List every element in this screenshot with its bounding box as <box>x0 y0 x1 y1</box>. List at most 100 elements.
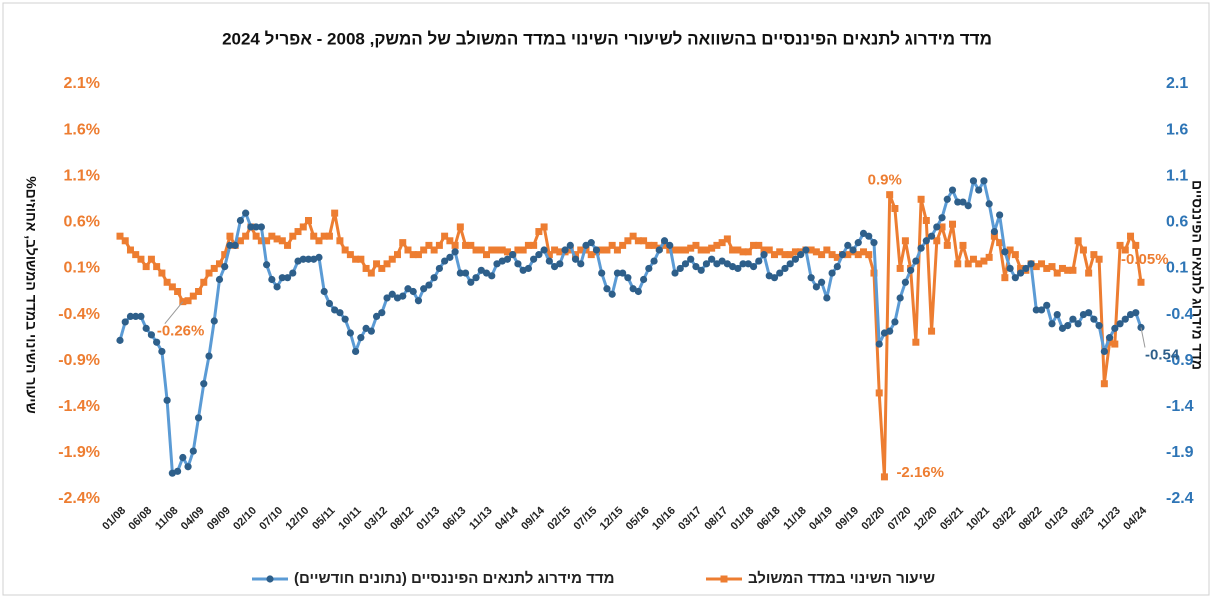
y-tick-label: -2.4% <box>58 490 100 507</box>
data-point <box>943 195 951 203</box>
data-point <box>807 274 815 282</box>
data-point <box>472 246 480 254</box>
y-tick-label: 1.1% <box>64 167 100 184</box>
data-point <box>1053 269 1061 277</box>
data-point <box>1111 340 1119 348</box>
data-point <box>566 246 574 254</box>
data-point <box>535 251 543 259</box>
data-point <box>949 220 957 228</box>
data-point <box>383 260 391 268</box>
data-point <box>456 269 464 277</box>
data-point <box>776 248 784 256</box>
data-point <box>236 237 244 245</box>
data-point <box>1100 347 1108 356</box>
y-axis-title: שיעור השינוי במדד המשולב, אחוזים% <box>23 176 39 414</box>
data-point <box>734 246 742 254</box>
y2-tick-label: -1.4 <box>1166 398 1194 415</box>
data-point <box>545 251 553 259</box>
data-point <box>964 260 972 268</box>
data-point <box>399 239 407 247</box>
data-point <box>394 251 402 259</box>
data-point <box>975 186 983 194</box>
data-point <box>1001 274 1009 282</box>
data-point <box>263 261 271 269</box>
data-point <box>1132 241 1140 249</box>
data-point <box>891 318 899 326</box>
data-point <box>592 246 601 254</box>
data-point <box>687 255 695 263</box>
data-point <box>1116 320 1124 328</box>
data-point <box>325 299 334 308</box>
data-point <box>823 294 831 302</box>
data-point <box>948 186 957 194</box>
data-point <box>802 246 810 254</box>
data-point <box>692 241 700 249</box>
data-point <box>1043 301 1051 309</box>
data-point <box>980 177 988 185</box>
data-point <box>173 467 182 475</box>
data-point <box>524 241 532 249</box>
data-point <box>304 255 313 263</box>
data-point <box>619 241 627 249</box>
data-point <box>1100 380 1108 388</box>
data-point <box>451 248 459 256</box>
data-point <box>749 263 758 271</box>
data-point <box>289 232 297 240</box>
data-point <box>315 253 323 261</box>
data-point <box>859 248 867 256</box>
data-point <box>938 214 946 222</box>
data-point <box>320 287 328 296</box>
data-point <box>252 232 260 240</box>
data-label: -0.05% <box>1121 251 1169 268</box>
data-point <box>655 246 663 254</box>
data-point <box>231 241 239 249</box>
data-point <box>519 246 527 254</box>
data-point <box>828 251 836 259</box>
data-point <box>1085 269 1093 277</box>
data-point <box>179 453 187 462</box>
data-point <box>734 264 742 273</box>
data-point <box>708 255 716 263</box>
data-point <box>341 246 349 254</box>
data-point <box>462 241 470 249</box>
data-point <box>268 275 276 284</box>
data-point <box>1090 251 1098 259</box>
data-point <box>702 246 710 254</box>
data-point <box>671 246 679 254</box>
data-point <box>153 263 161 271</box>
data-point <box>126 246 134 254</box>
data-point <box>556 260 564 268</box>
data-point <box>645 241 653 249</box>
data-point <box>446 253 454 261</box>
data-point <box>373 260 381 268</box>
y2-tick-label: 2.1 <box>1166 75 1188 92</box>
data-point <box>441 232 449 240</box>
data-point <box>247 223 255 231</box>
data-point <box>194 414 203 422</box>
data-point <box>299 223 307 231</box>
data-point <box>435 241 443 249</box>
data-point <box>1121 246 1129 254</box>
data-point <box>886 191 894 199</box>
data-point <box>483 251 491 259</box>
data-point <box>367 327 375 335</box>
leader-line <box>1140 327 1146 348</box>
data-point <box>252 223 260 231</box>
data-point <box>807 246 815 254</box>
data-point <box>624 237 632 245</box>
data-point <box>865 232 873 240</box>
data-point <box>388 290 396 298</box>
y-tick-label: 1.6% <box>64 121 100 138</box>
data-point <box>996 211 1004 219</box>
data-point <box>1011 251 1019 259</box>
data-point <box>828 269 836 277</box>
data-point <box>283 274 292 282</box>
data-point <box>503 248 511 256</box>
data-point <box>786 260 794 268</box>
data-point <box>959 198 967 206</box>
data-point <box>1048 263 1056 271</box>
data-point <box>174 288 182 295</box>
data-point <box>1074 237 1082 245</box>
data-point <box>352 347 360 356</box>
data-point <box>425 281 433 289</box>
